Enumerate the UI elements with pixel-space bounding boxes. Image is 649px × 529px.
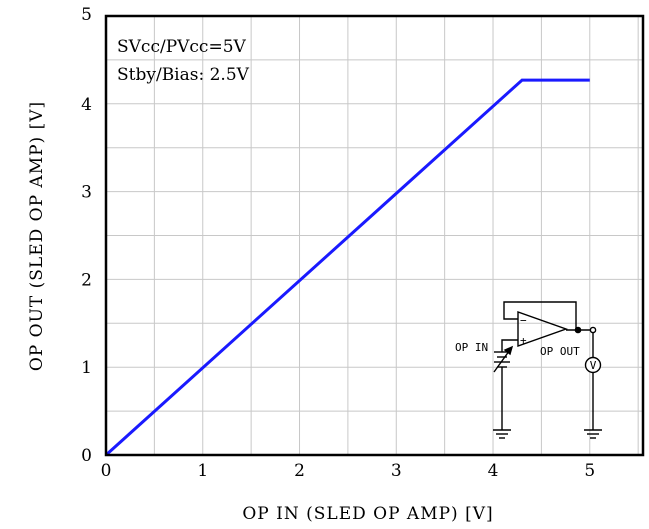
series-line	[104, 78, 590, 457]
op-in-label: OP IN	[455, 341, 488, 354]
output-node	[574, 326, 582, 334]
variable-arrow-head	[503, 345, 514, 356]
y-tick-label: 3	[81, 183, 92, 203]
plot-frame	[104, 14, 645, 457]
tick-layer: 0 1 2 3 4 5 0 1 2 3 4 5	[81, 5, 595, 481]
y-tick-label: 1	[81, 358, 92, 378]
y-tick-label: 2	[81, 270, 92, 290]
y-tick-label: 5	[81, 5, 92, 25]
series-layer	[104, 78, 590, 457]
x-tick-label: 0	[101, 461, 112, 481]
y-axis-title: OP OUT (SLED OP AMP) [V]	[27, 101, 47, 371]
y-tick-label: 4	[81, 95, 92, 115]
x-tick-label: 1	[197, 461, 208, 481]
op-out-label: OP OUT	[540, 345, 580, 358]
feedback-wire	[503, 301, 577, 330]
annotation-supply: SVcc/PVcc=5V	[117, 37, 247, 57]
x-tick-label: 5	[584, 461, 595, 481]
x-tick-label: 4	[488, 461, 499, 481]
voltmeter-label: V	[590, 359, 597, 372]
output-terminal	[589, 326, 597, 334]
plus-sign: +	[520, 334, 527, 347]
input-wire	[501, 339, 518, 352]
x-tick-label: 3	[391, 461, 402, 481]
inset-circuit-diagram	[493, 301, 602, 439]
grid	[106, 16, 643, 455]
annotation-bias: Stby/Bias: 2.5V	[117, 65, 250, 85]
x-tick-label: 2	[294, 461, 305, 481]
voltmeter-circle	[584, 356, 602, 374]
opamp-symbol	[517, 311, 569, 347]
minus-sign: −	[520, 314, 527, 327]
y-tick-label: 0	[81, 446, 92, 466]
x-axis-title: OP IN (SLED OP AMP) [V]	[242, 504, 493, 524]
